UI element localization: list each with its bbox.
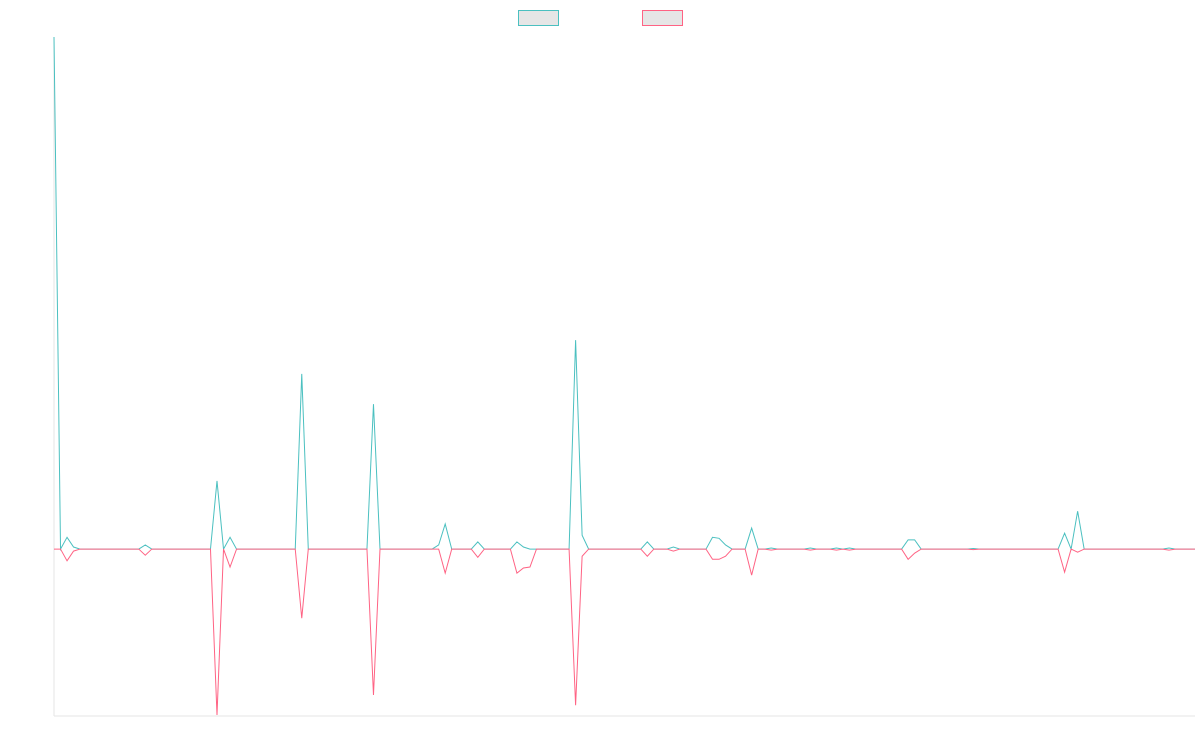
legend-swatch[interactable]	[518, 10, 559, 26]
series-line	[53, 36, 1195, 551]
series-line	[54, 548, 1195, 715]
legend-swatch[interactable]	[642, 10, 683, 26]
